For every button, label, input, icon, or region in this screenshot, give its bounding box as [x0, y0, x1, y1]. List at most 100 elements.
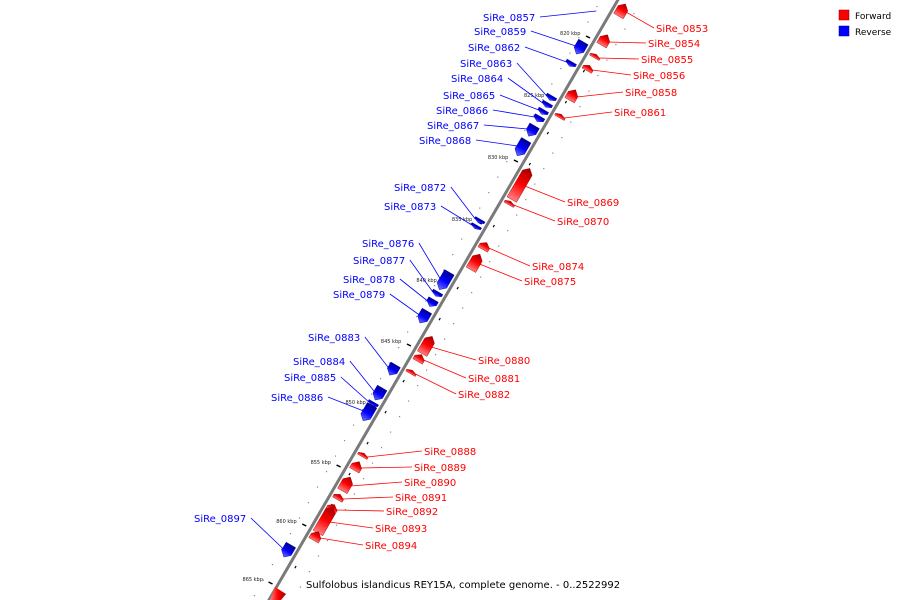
gene-feature[interactable] — [512, 137, 532, 158]
gene-label[interactable]: SiRe_0873 — [384, 202, 436, 213]
gene-label[interactable]: SiRe_0863 — [460, 59, 512, 70]
gene-label[interactable]: SiRe_0876 — [362, 239, 414, 250]
gene-label[interactable]: SiRe_0866 — [436, 106, 488, 117]
gene-label[interactable]: SiRe_0884 — [293, 357, 345, 368]
gene-feature[interactable] — [385, 361, 401, 378]
gene-feature[interactable] — [337, 474, 356, 494]
minor-dot — [480, 276, 482, 278]
gene-feature[interactable] — [537, 106, 549, 117]
minor-tick — [402, 379, 405, 383]
gene-label[interactable]: SiRe_0856 — [633, 71, 685, 82]
minor-dot — [516, 214, 518, 216]
gene-feature[interactable] — [425, 296, 439, 309]
gene-feature[interactable] — [431, 288, 444, 299]
gene-label[interactable]: SiRe_0874 — [532, 262, 584, 273]
gene-feature[interactable] — [465, 251, 485, 273]
gene-label[interactable]: SiRe_0853 — [656, 24, 708, 35]
gene-label[interactable]: SiRe_0862 — [468, 43, 520, 54]
gene-label[interactable]: SiRe_0893 — [375, 524, 427, 535]
gene-label[interactable]: SiRe_0879 — [333, 290, 385, 301]
gene-feature[interactable] — [532, 113, 546, 125]
gene-feature[interactable] — [613, 1, 631, 20]
gene-label[interactable]: SiRe_0858 — [625, 88, 677, 99]
gene-label[interactable]: SiRe_0868 — [419, 136, 471, 147]
gene-label[interactable]: SiRe_0890 — [404, 478, 456, 489]
minor-dot — [444, 338, 446, 340]
gene-label[interactable]: SiRe_0877 — [353, 256, 405, 267]
gene-label[interactable]: SiRe_0889 — [414, 463, 466, 474]
minor-dot — [362, 478, 365, 480]
gene-feature[interactable] — [417, 334, 437, 357]
gene-label[interactable]: SiRe_0891 — [395, 493, 447, 504]
gene-feature[interactable] — [312, 504, 338, 537]
gene-feature[interactable] — [474, 216, 486, 226]
gene-label[interactable]: SiRe_0888 — [424, 447, 476, 458]
gene-label[interactable]: SiRe_0857 — [483, 13, 535, 24]
gene-label[interactable]: SiRe_0878 — [343, 275, 395, 286]
gene-feature[interactable] — [367, 399, 379, 409]
gene-feature[interactable] — [332, 492, 346, 503]
minor-dot — [525, 199, 527, 201]
gene-label[interactable]: SiRe_0872 — [394, 183, 446, 194]
leader-line — [431, 346, 477, 361]
leader-line — [320, 537, 364, 546]
gene-feature[interactable] — [308, 529, 324, 544]
leader-line — [530, 30, 577, 47]
gene-label[interactable]: SiRe_0854 — [648, 39, 700, 50]
gene-label[interactable]: SiRe_0855 — [641, 55, 693, 66]
gene-feature[interactable] — [349, 459, 365, 474]
gene-label[interactable]: SiRe_0897 — [194, 514, 246, 525]
gene-feature[interactable] — [370, 384, 388, 403]
gene-feature[interactable] — [565, 58, 577, 69]
leader-line — [524, 46, 567, 63]
gene-label[interactable]: SiRe_0867 — [427, 121, 479, 132]
gene-feature[interactable] — [589, 52, 601, 61]
gene-label[interactable]: SiRe_0885 — [284, 373, 336, 384]
gene-label[interactable]: SiRe_0870 — [557, 217, 609, 228]
minor-dot — [271, 564, 274, 566]
gene-label[interactable]: SiRe_0865 — [443, 91, 495, 102]
gene-feature[interactable] — [477, 240, 492, 253]
gene-feature[interactable] — [415, 307, 433, 326]
gene-label[interactable]: SiRe_0864 — [451, 74, 503, 85]
minor-dot — [570, 121, 572, 123]
gene-feature[interactable] — [357, 451, 369, 460]
gene-feature[interactable] — [581, 63, 595, 74]
gene-feature[interactable] — [503, 199, 516, 208]
gene-label[interactable]: SiRe_0892 — [386, 507, 438, 518]
gene-label[interactable]: SiRe_0869 — [567, 198, 619, 209]
minor-dot — [542, 99, 544, 101]
gene-feature[interactable] — [545, 92, 558, 103]
gene-feature[interactable] — [405, 368, 418, 377]
gene-arrow — [526, 122, 540, 137]
leader-line — [608, 41, 647, 44]
minor-dot — [316, 486, 319, 488]
minor-dot — [524, 130, 526, 132]
gene-label[interactable]: SiRe_0875 — [524, 277, 576, 288]
gene-feature[interactable] — [279, 541, 296, 560]
gene-label[interactable]: SiRe_0882 — [458, 390, 510, 401]
gene-feature[interactable] — [564, 87, 581, 104]
leader-line — [450, 186, 476, 220]
gene-labels: SiRe_0853 SiRe_0854 SiRe_0855 SiRe_0856 SiRe… — [194, 13, 708, 552]
gene-feature[interactable] — [358, 402, 378, 423]
gene-feature[interactable] — [435, 269, 455, 293]
gene-feature[interactable] — [524, 122, 540, 139]
gene-label[interactable]: SiRe_0894 — [365, 541, 417, 552]
gene-feature[interactable] — [554, 112, 567, 121]
gene-label[interactable]: SiRe_0886 — [271, 393, 323, 404]
gene-label[interactable]: SiRe_0883 — [308, 333, 360, 344]
leader-line — [364, 336, 389, 369]
gene-label[interactable]: SiRe_0859 — [474, 27, 526, 38]
gene-feature[interactable] — [470, 222, 482, 232]
gene-label[interactable]: SiRe_0881 — [468, 374, 520, 385]
minor-tick — [456, 286, 459, 290]
gene-feature[interactable] — [412, 352, 427, 365]
gene-feature[interactable] — [572, 38, 589, 57]
gene-label[interactable]: SiRe_0880 — [478, 356, 530, 367]
gene-feature[interactable] — [596, 32, 613, 49]
gene-feature[interactable] — [506, 166, 535, 203]
gene-arrow — [349, 461, 362, 474]
gene-feature[interactable] — [541, 99, 554, 110]
gene-label[interactable]: SiRe_0861 — [614, 108, 666, 119]
